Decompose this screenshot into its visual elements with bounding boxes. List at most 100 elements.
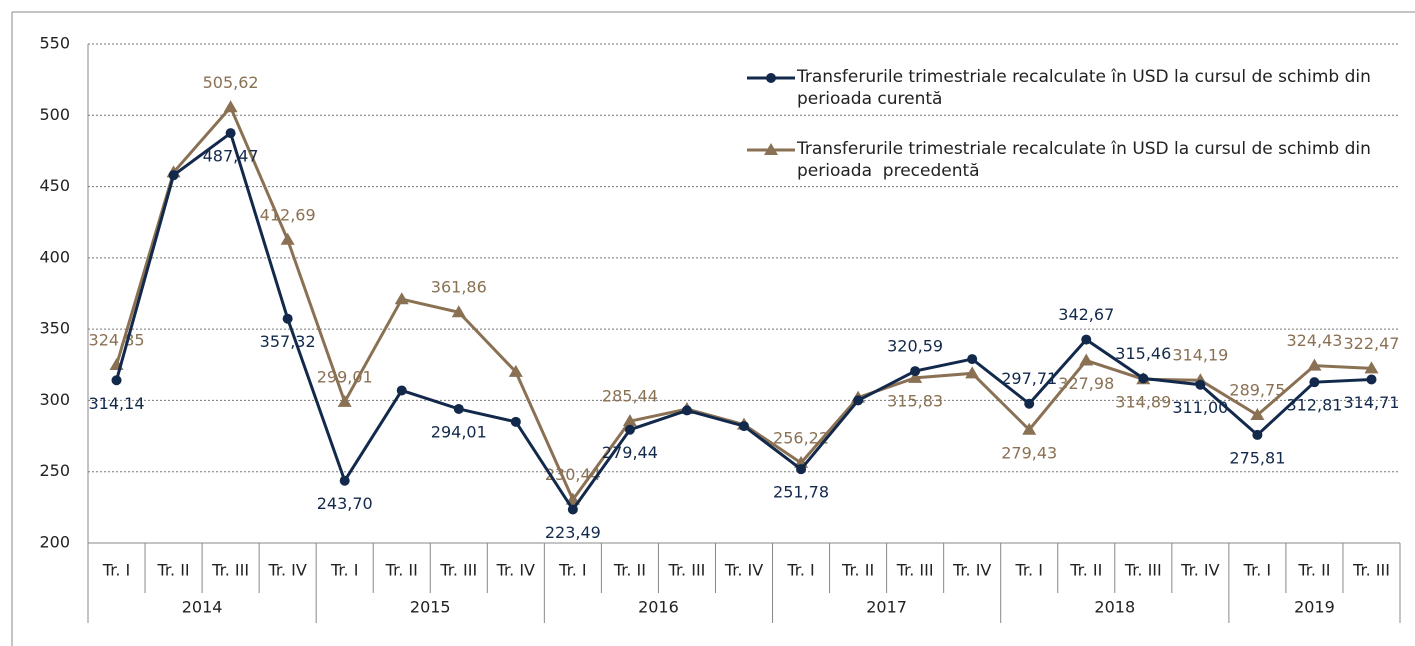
data-label: 297,71 [1001,369,1057,388]
x-tick-label: Tr. IV [724,561,763,580]
data-label: 275,81 [1229,448,1285,467]
x-tick-label: Tr. II [1069,561,1102,580]
marker [225,128,236,139]
x-tick-label: Tr. IV [267,561,306,580]
x-group-label: 2014 [182,598,223,617]
marker [1364,361,1379,374]
legend-item: Transferurile trimestriale recalculate î… [745,138,1395,188]
x-tick-label: Tr. II [1297,561,1330,580]
y-tick-label: 450 [39,176,70,195]
data-label: 294,01 [431,422,487,441]
marker [853,395,864,406]
x-group-label: 2018 [1094,598,1135,617]
x-tick-label: Tr. IV [1180,561,1219,580]
data-label: 285,44 [602,387,658,406]
data-label: 314,14 [89,394,145,413]
marker [1138,373,1149,384]
marker [508,364,523,377]
x-tick-label: Tr. I [102,561,130,580]
data-label: 311,00 [1172,398,1228,417]
data-label: 312,81 [1286,396,1342,415]
x-tick-label: Tr. II [841,561,874,580]
x-tick-label: Tr. I [330,561,358,580]
marker [910,366,921,377]
marker [796,464,807,475]
marker [339,475,350,486]
x-group-label: 2015 [410,598,451,617]
marker [965,366,980,379]
marker [1022,422,1037,435]
data-label: 322,47 [1343,334,1399,353]
x-tick-label: Tr. II [613,561,646,580]
marker [111,375,122,386]
marker [681,405,692,416]
y-tick-label: 250 [39,461,70,480]
legend-swatch [747,73,795,83]
y-tick-label: 200 [39,533,70,552]
marker [510,416,521,427]
x-tick-label: Tr. III [1352,561,1390,580]
data-label: 279,44 [602,443,658,462]
legend-label: Transferurile trimestriale recalculate î… [797,139,1377,181]
x-tick-label: Tr. II [385,561,418,580]
marker [282,313,293,324]
data-label: 324,43 [1286,331,1342,350]
x-tick-label: Tr. III [439,561,477,580]
marker [396,385,407,396]
x-tick-label: Tr. I [786,561,814,580]
x-group-label: 2017 [866,598,907,617]
legend-item: Transferurile trimestriale recalculate î… [745,66,1395,116]
marker [1309,377,1320,388]
marker [1307,358,1322,371]
data-label: 505,62 [203,73,259,92]
data-label: 314,89 [1115,393,1171,412]
x-group-label: 2016 [638,598,679,617]
marker [1195,379,1206,390]
data-label: 315,46 [1115,344,1171,363]
x-tick-label: Tr. III [1124,561,1162,580]
y-tick-label: 500 [39,105,70,124]
data-label: 324,85 [89,330,145,349]
y-tick-label: 300 [39,390,70,409]
data-label: 342,67 [1058,305,1114,324]
data-label: 256,22 [773,428,829,447]
data-label: 412,69 [260,205,316,224]
data-label: 299,01 [317,367,373,386]
data-label: 487,47 [203,147,259,166]
data-label: 314,19 [1172,346,1228,365]
marker [223,100,238,113]
marker [337,394,352,407]
marker [451,305,466,318]
marker [1079,353,1094,366]
marker [624,424,635,435]
marker [394,292,409,305]
data-label: 230,44 [545,465,601,484]
data-label: 279,43 [1001,443,1057,462]
marker [908,370,923,383]
x-tick-label: Tr. II [156,561,189,580]
marker [764,143,778,155]
y-tick-label: 400 [39,247,70,266]
x-tick-label: Tr. IV [496,561,535,580]
marker [967,354,978,365]
data-label: 251,78 [773,483,829,502]
x-tick-label: Tr. I [1243,561,1271,580]
data-label: 327,98 [1058,374,1114,393]
marker [453,403,464,414]
data-label: 314,71 [1343,393,1399,412]
marker [1024,398,1035,409]
x-tick-label: Tr. IV [952,561,991,580]
data-label: 243,70 [317,494,373,513]
data-label: 320,59 [887,337,943,356]
marker [1250,408,1265,421]
marker [280,232,295,245]
y-tick-label: 550 [39,34,70,53]
marker [567,504,578,515]
marker [1252,429,1263,440]
data-label: 361,86 [431,278,487,297]
data-label: 315,83 [887,391,943,410]
marker [168,170,179,181]
marker [766,73,776,83]
